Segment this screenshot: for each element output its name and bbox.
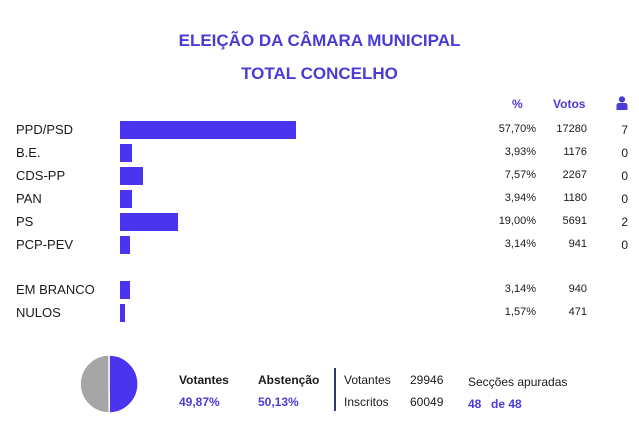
result-percent: 3,93% (504, 146, 536, 158)
result-percent: 3,14% (504, 238, 536, 250)
result-bar (120, 236, 130, 254)
result-votes: 1180 (563, 192, 587, 204)
seccoes-done: 48 (468, 397, 482, 411)
result-bar (120, 304, 125, 322)
result-bar (120, 121, 296, 139)
result-votes: 1176 (563, 146, 587, 158)
result-row: PPD/PSD 57,70% 17280 7 (0, 120, 639, 140)
result-bar (120, 213, 178, 231)
result-seats: 0 (621, 169, 628, 183)
party-name: CDS-PP (16, 168, 66, 183)
result-row: NULOS 1,57% 471 (0, 303, 639, 323)
votantes-count: 29946 (410, 373, 444, 387)
result-row: EM BRANCO 3,14% 940 (0, 280, 639, 300)
column-header-votes: Votos (553, 97, 586, 111)
result-bar (120, 144, 132, 162)
result-row: CDS-PP 7,57% 2267 0 (0, 166, 639, 186)
result-seats: 0 (621, 238, 628, 252)
party-name: PCP-PEV (16, 237, 74, 252)
result-votes: 2267 (562, 169, 587, 181)
party-name: PAN (16, 191, 42, 206)
result-percent: 19,00% (498, 215, 536, 227)
votantes-label: Votantes (179, 373, 229, 387)
abstencao-percent: 50,13% (258, 395, 299, 409)
result-bar (120, 281, 130, 299)
party-name: PS (16, 214, 34, 229)
result-row: B.E. 3,93% 1176 0 (0, 143, 639, 163)
chart-subtitle: TOTAL CONCELHO (241, 64, 398, 83)
result-seats: 0 (621, 146, 628, 160)
column-header-percent: % (512, 97, 523, 111)
party-name: B.E. (16, 145, 41, 160)
inscritos-label: Inscritos (344, 395, 389, 409)
result-percent: 7,57% (504, 169, 536, 181)
result-percent: 3,14% (504, 283, 536, 295)
result-bar (120, 167, 144, 185)
seccoes-total: de 48 (491, 397, 522, 411)
chart-title: ELEIÇÃO DA CÂMARA MUNICIPAL (178, 31, 461, 50)
party-name: EM BRANCO (16, 282, 95, 297)
votantes-count-label: Votantes (344, 373, 391, 387)
party-name: PPD/PSD (16, 122, 74, 137)
pie-slice-votantes (108, 354, 139, 414)
result-seats: 2 (621, 215, 628, 229)
summary-divider (334, 368, 336, 411)
result-votes: 17280 (556, 123, 587, 135)
pie-slice-abstencao (79, 354, 110, 414)
result-votes: 940 (568, 283, 587, 295)
result-row: PCP-PEV 3,14% 941 0 (0, 235, 639, 255)
result-row: PAN 3,94% 1180 0 (0, 189, 639, 209)
result-percent: 3,94% (504, 192, 536, 204)
result-seats: 7 (621, 123, 628, 137)
person-icon (616, 96, 628, 110)
result-row: PS 19,00% 5691 2 (0, 212, 639, 232)
abstencao-label: Abstenção (258, 373, 320, 387)
party-name: NULOS (16, 305, 61, 320)
result-votes: 5691 (562, 215, 587, 227)
result-votes: 471 (568, 306, 587, 318)
participation-pie-chart (79, 354, 139, 414)
result-votes: 941 (568, 238, 587, 250)
seccoes-label: Secções apuradas (468, 375, 568, 389)
result-percent: 57,70% (498, 123, 536, 135)
result-bar (120, 190, 133, 208)
inscritos-count: 60049 (410, 395, 444, 409)
result-percent: 1,57% (504, 306, 536, 318)
votantes-percent: 49,87% (179, 395, 220, 409)
result-seats: 0 (621, 192, 628, 206)
